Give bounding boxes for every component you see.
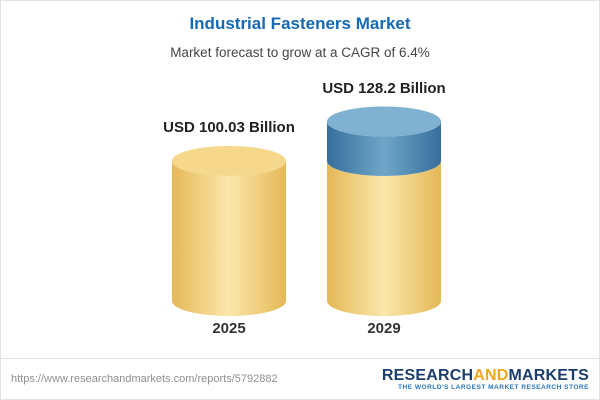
footer: https://www.researchandmarkets.com/repor… [1,358,599,399]
bar-category-label: 2025 [212,320,246,337]
page-title: Industrial Fasteners Market [189,14,411,33]
bar-category-label: 2029 [367,320,401,337]
logo-word-markets: MARKETS [508,366,589,384]
bar-top-ellipse [327,106,441,137]
logo-wordmark: RESEARCHANDMARKETS [382,367,589,385]
bar-value-label: USD 100.03 Billion [163,118,295,136]
bar-base-segment [172,160,286,316]
research-and-markets-logo: RESEARCHANDMARKETS THE WORLD'S LARGEST M… [382,367,589,392]
bar-top-ellipse [172,145,286,176]
bar-value-label: USD 128.2 Billion [322,79,446,97]
bar-growth-segment [327,121,441,176]
bar-base-segment [327,160,441,316]
report-url-link[interactable]: https://www.researchandmarkets.com/repor… [11,373,278,385]
logo-word-research: RESEARCH [381,366,474,384]
page-subtitle: Market forecast to grow at a CAGR of 6.4… [170,45,430,60]
logo-tagline: THE WORLD'S LARGEST MARKET RESEARCH STOR… [398,384,589,392]
logo-word-and: AND [473,366,509,384]
